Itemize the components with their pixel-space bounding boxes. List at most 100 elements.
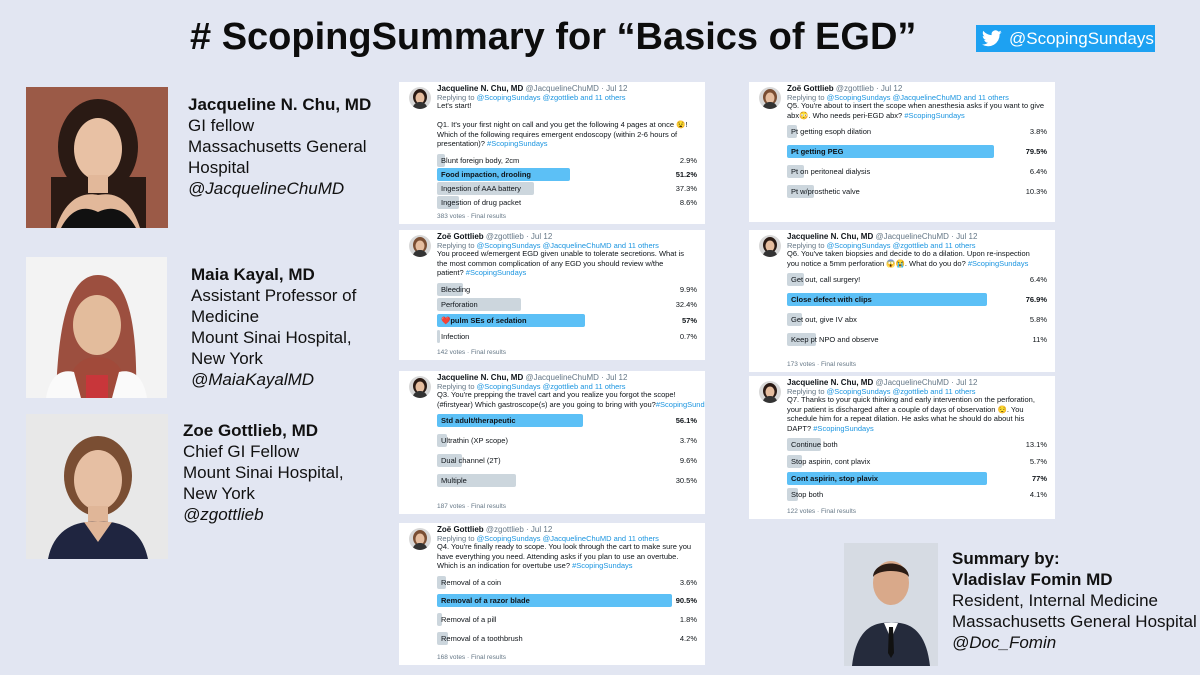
poll-option-label: Removal of a coin: [441, 577, 502, 587]
author-handle-date[interactable]: @JacquelineChuMD · Jul 12: [875, 378, 978, 387]
author-handle-date[interactable]: @JacquelineChuMD · Jul 12: [875, 232, 978, 241]
hashtag-link[interactable]: #ScopingSundays: [487, 139, 548, 148]
reply-mentions[interactable]: @ScopingSundays @zgottlieb and 11 others: [476, 93, 626, 102]
author-name[interactable]: Jacqueline N. Chu, MD: [787, 378, 874, 387]
reply-mentions[interactable]: @ScopingSundays @zgottlieb and 11 others: [826, 387, 976, 396]
poll-option[interactable]: Stop both 4.1%: [787, 488, 1047, 502]
tweet-author-line: Zoë Gottlieb @zgottlieb · Jul 12: [437, 525, 552, 534]
tweet-text-line: Q4. You're finally ready to scope. You l…: [437, 542, 692, 551]
person-affiliation: Mount Sinai Hospital,: [183, 463, 344, 482]
poll-footer: 383 votes · Final results: [437, 213, 507, 220]
person-affiliation: Hospital: [188, 158, 250, 177]
poll-option[interactable]: Pt getting esoph dilation 3.8%: [787, 125, 1047, 138]
poll-result-bar: [437, 454, 462, 467]
poll-option[interactable]: Multiple 30.5%: [437, 474, 697, 487]
poll-option-percent: 56.1%: [675, 416, 697, 425]
person-handle[interactable]: @zgottlieb: [183, 505, 264, 524]
poll-result-bar: [787, 333, 816, 346]
poll-option[interactable]: Keep pt NPO and observe 11%: [787, 333, 1047, 346]
author-handle-date[interactable]: @JacquelineChuMD · Jul 12: [525, 373, 628, 382]
tweet-poll-q3: Jacqueline N. Chu, MD @JacquelineChuMD ·…: [399, 371, 705, 514]
poll-option[interactable]: Infection 0.7%: [437, 330, 697, 344]
poll-option[interactable]: ❤️pulm SEs of sedation 57%: [437, 314, 697, 328]
poll-result-bar: [437, 195, 460, 209]
author-name[interactable]: Jacqueline N. Chu, MD: [437, 84, 524, 93]
poll-option[interactable]: Cont aspirin, stop plavix 77%: [787, 471, 1047, 485]
tweet-poll-q2: Zoë Gottlieb @zgottlieb · Jul 12 Replying…: [399, 230, 705, 360]
tweet-text: Q3. You're prepping the travel cart and …: [437, 390, 705, 409]
poll-result-bar: [437, 632, 448, 646]
hashtag-link[interactable]: #ScopingSundays: [813, 423, 874, 433]
reply-mentions[interactable]: @ScopingSundays @zgottlieb and 11 others: [476, 382, 626, 391]
poll-option[interactable]: Dual channel (2T) 9.6%: [437, 454, 697, 467]
poll-option[interactable]: Stop aspirin, cont plavix 5.7%: [787, 454, 1047, 468]
hashtag-link[interactable]: #ScopingSundays: [465, 268, 527, 277]
hashtag-link[interactable]: #ScopingSundays: [967, 258, 1029, 268]
poll-option[interactable]: Removal of a toothbrush 4.2%: [437, 632, 697, 646]
poll-option[interactable]: Std adult/therapeutic 56.1%: [437, 414, 697, 427]
person-handle[interactable]: @JacquelineChuMD: [188, 179, 345, 198]
poll-option-percent: 30.5%: [675, 476, 697, 485]
poll-result-bar: [437, 414, 583, 427]
poll-option[interactable]: Pt getting PEG 79.5%: [787, 145, 1047, 158]
author-avatar[interactable]: [409, 376, 431, 398]
poll-option-percent: 57%: [681, 316, 697, 326]
poll-option-label: Multiple: [441, 476, 467, 485]
poll-option[interactable]: Blunt foreign body, 2cm 2.9%: [437, 153, 697, 167]
author-avatar[interactable]: [759, 235, 781, 257]
poll-option[interactable]: Perforation 32.4%: [437, 298, 697, 312]
poll-option-percent: 3.6%: [679, 577, 697, 587]
poll-option[interactable]: Close defect with clips 76.9%: [787, 293, 1047, 306]
hashtag-link[interactable]: #ScopingSundays: [572, 561, 633, 570]
author-name[interactable]: Zoë Gottlieb: [437, 525, 484, 534]
poll-option[interactable]: Ultrathin (XP scope) 3.7%: [437, 434, 697, 447]
poll-option[interactable]: Removal of a coin 3.6%: [437, 575, 697, 589]
poll-option[interactable]: Ingestion of drug packet 8.6%: [437, 195, 697, 209]
reply-mentions[interactable]: @ScopingSundays @zgottlieb and 11 others: [826, 241, 976, 250]
poll-option[interactable]: Removal of a pill 1.8%: [437, 613, 697, 627]
poll-option-label: Keep pt NPO and observe: [791, 335, 879, 344]
poll-option[interactable]: Continue both 13.1%: [787, 438, 1047, 451]
summary-handle[interactable]: @Doc_Fomin: [952, 633, 1057, 652]
tweet-text-line: Q1. It's your first night on call and yo…: [437, 120, 688, 129]
poll-option[interactable]: Pt on peritoneal dialysis 6.4%: [787, 165, 1047, 178]
tweet-text-line: your patient is discharged after a coupl…: [787, 404, 1024, 414]
author-name[interactable]: Jacqueline N. Chu, MD: [787, 232, 874, 241]
author-name[interactable]: Zoë Gottlieb: [437, 232, 484, 241]
author-avatar[interactable]: [759, 87, 781, 109]
poll-option[interactable]: Pt w/prosthetic valve 10.3%: [787, 185, 1047, 198]
author-handle-date[interactable]: @zgottlieb · Jul 12: [485, 232, 553, 241]
poll-option[interactable]: Get out, give IV abx 5.8%: [787, 313, 1047, 326]
poll-option-percent: 79.5%: [1025, 147, 1047, 156]
reply-mentions[interactable]: @ScopingSundays @JacquelineChuMD and 11 …: [826, 93, 1009, 102]
author-avatar[interactable]: [409, 528, 431, 550]
poll-option[interactable]: Ingestion of AAA battery 37.3%: [437, 181, 697, 195]
poll-option[interactable]: Bleeding 9.9%: [437, 282, 697, 296]
poll-option-label: Pt w/prosthetic valve: [791, 187, 860, 196]
author-avatar[interactable]: [409, 235, 431, 257]
person-handle[interactable]: @MaiaKayalMD: [191, 370, 315, 389]
tweet-text: Q5. You're about to insert the scope whe…: [787, 101, 1044, 120]
author-handle-date[interactable]: @zgottlieb · Jul 12: [835, 84, 903, 93]
reply-line: Replying to @ScopingSundays @zgottlieb a…: [787, 387, 976, 396]
author-name[interactable]: Zoë Gottlieb: [787, 84, 834, 93]
poll-option[interactable]: Removal of a razor blade 90.5%: [437, 594, 697, 608]
tweet-author-line: Jacqueline N. Chu, MD @JacquelineChuMD ·…: [787, 378, 977, 387]
author-handle-date[interactable]: @zgottlieb · Jul 12: [485, 525, 553, 534]
poll-option-label: Get out, give IV abx: [791, 315, 857, 324]
reply-mentions[interactable]: @ScopingSundays @JacquelineChuMD and 11 …: [476, 241, 659, 250]
hashtag-link[interactable]: #ScopingSundays: [655, 399, 705, 409]
twitter-handle-badge[interactable]: @ScopingSundays: [976, 25, 1155, 52]
author-avatar[interactable]: [759, 381, 781, 403]
reply-mentions[interactable]: @ScopingSundays @JacquelineChuMD and 11 …: [476, 534, 659, 543]
author-handle-date[interactable]: @JacquelineChuMD · Jul 12: [525, 84, 628, 93]
author-avatar[interactable]: [409, 87, 431, 109]
poll-option-label: Blunt foreign body, 2cm: [441, 155, 520, 165]
poll-option[interactable]: Food impaction, drooling 51.2%: [437, 167, 697, 181]
poll-option[interactable]: Get out, call surgery! 6.4%: [787, 273, 1047, 286]
author-name[interactable]: Jacqueline N. Chu, MD: [437, 373, 524, 382]
hashtag-link[interactable]: #ScopingSundays: [904, 110, 965, 120]
vladislav-fomin-photo: [844, 543, 938, 666]
poll-option-label: Pt on peritoneal dialysis: [791, 167, 871, 176]
poll-option-percent: 3.7%: [679, 436, 697, 445]
